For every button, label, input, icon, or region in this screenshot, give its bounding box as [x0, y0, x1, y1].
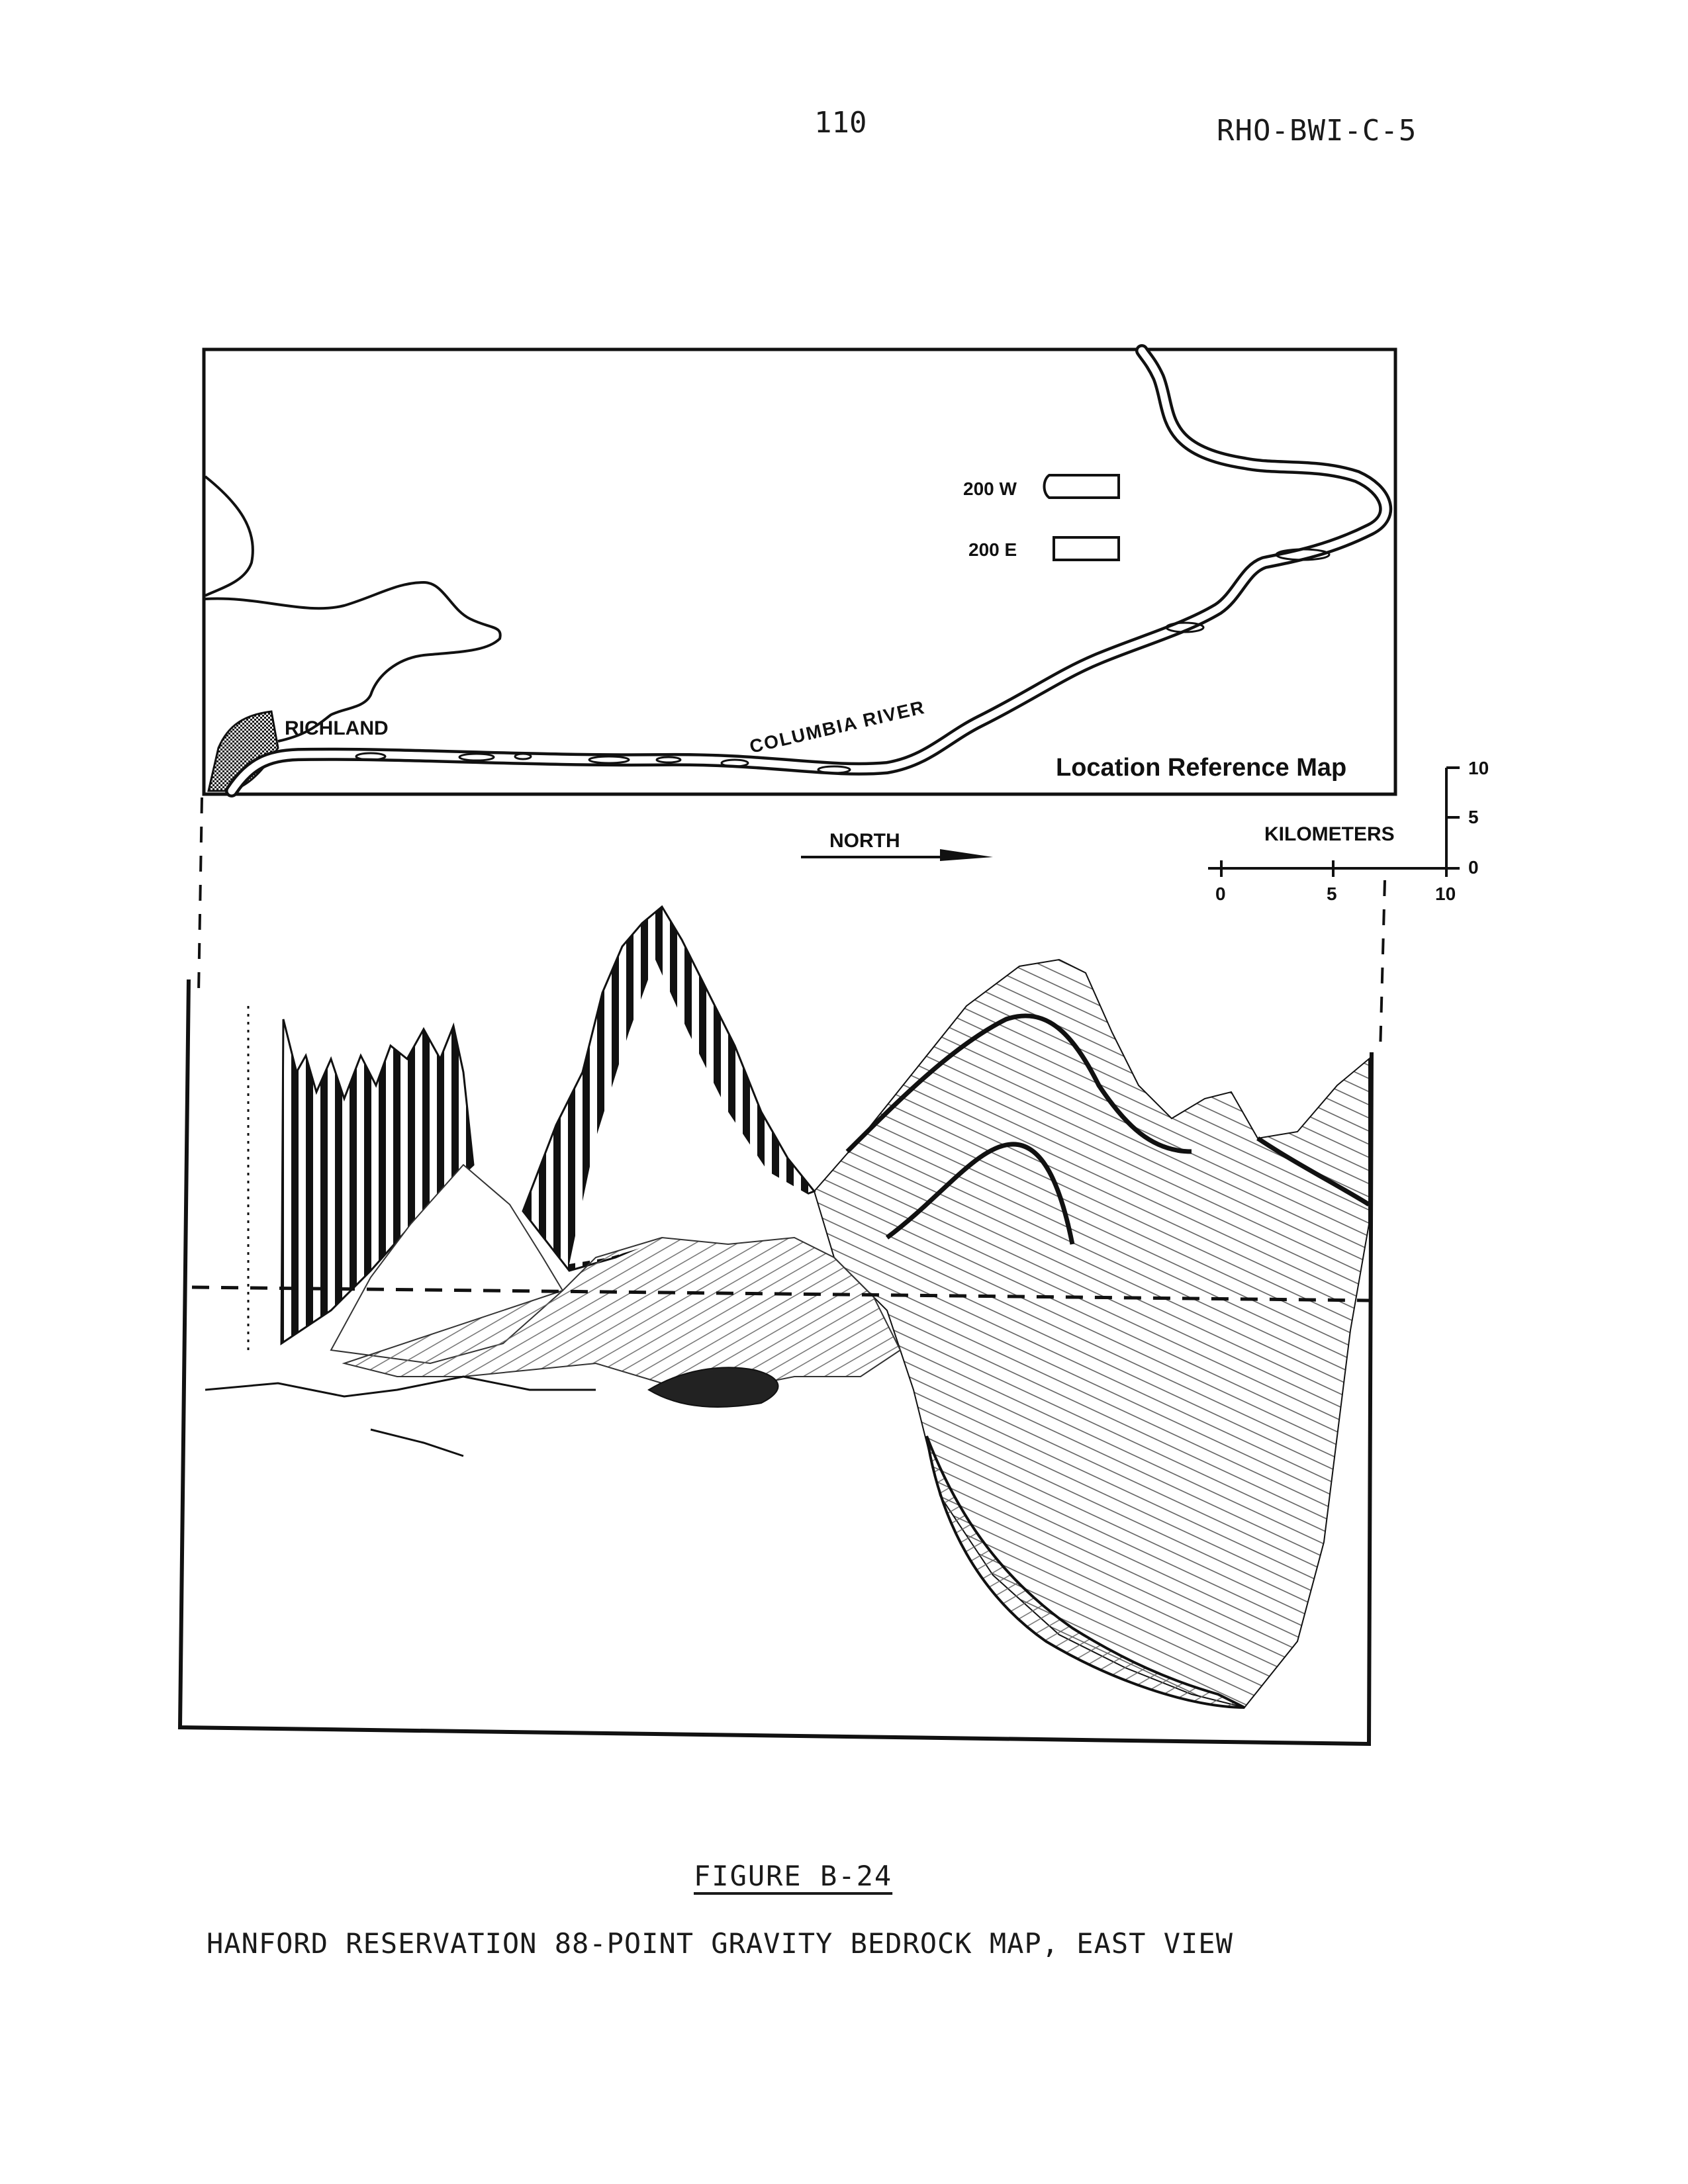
scale-v-tick-10: 10 [1468, 758, 1489, 778]
scale-v-tick-5: 5 [1468, 807, 1479, 827]
scale-unit-label: KILOMETERS [1264, 823, 1395, 845]
mid-valley [342, 1236, 902, 1391]
front-edge-lines [205, 1375, 596, 1457]
scale-h-tick-0: 0 [1215, 884, 1226, 904]
north-label: NORTH [829, 830, 900, 852]
label-columbia-river: COLUMBIA RIVER [747, 697, 927, 757]
scale-h-tick-5: 5 [1327, 884, 1337, 904]
location-reference-map: 200 W 200 E RICHLAND COLUMBIA RIVER Loca… [202, 344, 1397, 797]
north-arrow: NORTH [801, 830, 993, 861]
figure-number: FIGURE B-24 [694, 1860, 893, 1892]
map-frame [202, 347, 1397, 796]
river-islands [355, 548, 1331, 774]
yakima-river-outline [205, 580, 502, 743]
area-200w-box [1043, 474, 1120, 499]
label-200e: 200 E [968, 539, 1017, 560]
page-number: 110 [814, 106, 867, 140]
terrain-ridges [845, 1013, 1370, 1245]
columbia-river-inner [228, 347, 1389, 795]
figure-caption: HANFORD RESERVATION 88-POINT GRAVITY BED… [207, 1927, 1233, 1960]
richland-area [207, 710, 279, 792]
datum-line [191, 1285, 1370, 1302]
projection-lines [197, 797, 1386, 1053]
document-id: RHO-BWI-C-5 [1217, 114, 1417, 148]
scale: KILOMETERS 0 5 10 10 5 0 [1208, 758, 1489, 904]
central-peak-face [569, 960, 814, 1264]
lower-right-shading [925, 1435, 1245, 1709]
scale-v-tick-0: 0 [1468, 857, 1479, 878]
map-title: Location Reference Map [1056, 754, 1346, 782]
block-frame [177, 979, 1374, 1747]
scale-h-tick-10: 10 [1435, 884, 1456, 904]
label-200w: 200 W [963, 478, 1017, 499]
area-200e-box [1053, 536, 1120, 561]
dark-basin [647, 1367, 779, 1408]
upper-left-river-outline [204, 475, 254, 597]
bedrock-surface-view [177, 905, 1374, 1747]
label-richland: RICHLAND [285, 717, 389, 739]
